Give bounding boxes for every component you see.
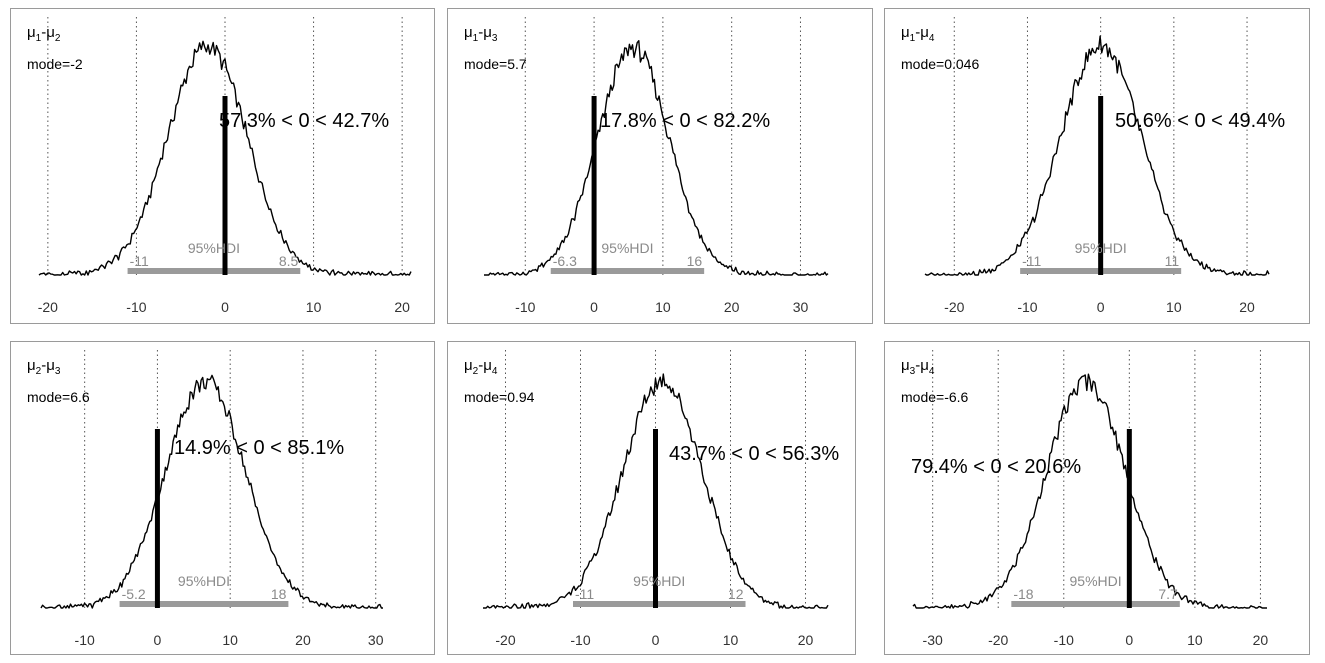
hdi-label: 95%HDI [178,573,230,589]
density-curve [912,373,1267,609]
panel-title: μ1-μ3 [464,24,498,44]
x-tick-label: -30 [923,632,943,648]
x-tick-label: -20 [988,632,1008,648]
x-tick-label: 10 [1187,632,1203,648]
x-tick-label: -20 [944,299,964,315]
posterior-plot: -11 12 95%HDI 43.7% < 0 < 56.3% μ2-μ4 mode=0.… [464,350,839,648]
mode-label: mode=-6.6 [901,389,969,405]
hdi-high-label: 8.5 [279,253,299,269]
x-tick-label: 30 [368,632,384,648]
hdi-low-label: -5.2 [122,586,146,602]
x-tick-label: 0 [1097,299,1105,315]
hdi-high-label: 7.7 [1158,586,1178,602]
x-tick-label: -20 [495,632,515,648]
posterior-panel: -11 12 95%HDI 43.7% < 0 < 56.3% μ2-μ4 mode=0.… [447,341,856,655]
x-tick-label: -10 [570,632,590,648]
posterior-panel: -6.3 16 95%HDI 17.8% < 0 < 82.2% μ1-μ3 mode=5… [447,8,873,324]
x-tick-label: 20 [295,632,311,648]
x-tick-label: -10 [1017,299,1037,315]
x-tick-label: 10 [1166,299,1182,315]
posterior-panel: -11 8.5 95%HDI 57.3% < 0 < 42.7% μ1-μ2 mode=-… [10,8,435,324]
posterior-plot: -18 7.7 95%HDI 79.4% < 0 < 20.6% μ3-μ4 mode=-… [901,350,1269,648]
comparison-percentage: 50.6% < 0 < 49.4% [1115,110,1285,132]
hdi-low-label: -18 [1013,586,1033,602]
posterior-panel: -18 7.7 95%HDI 79.4% < 0 < 20.6% μ3-μ4 mode=-… [884,341,1310,655]
x-tick-label: 20 [1239,299,1255,315]
density-curve [483,373,829,609]
x-tick-label: 0 [652,632,660,648]
x-tick-label: -20 [38,299,58,315]
x-tick-label: 20 [724,299,740,315]
hdi-label: 95%HDI [188,240,240,256]
hdi-label: 95%HDI [1070,573,1122,589]
posterior-plot: -11 8.5 95%HDI 57.3% < 0 < 42.7% μ1-μ2 mode=-… [27,17,412,315]
x-tick-label: -10 [126,299,146,315]
posterior-plot: -6.3 16 95%HDI 17.8% < 0 < 82.2% μ1-μ3 mode=5… [464,17,829,315]
x-tick-label: -10 [515,299,535,315]
x-tick-label: 10 [723,632,739,648]
density-curve [38,40,412,276]
panel-title: μ1-μ4 [901,24,935,44]
x-tick-label: 10 [306,299,322,315]
comparison-percentage: 57.3% < 0 < 42.7% [219,110,389,132]
x-tick-label: 0 [221,299,229,315]
panel-title: μ1-μ2 [27,24,61,44]
hdi-high-label: 11 [1165,253,1180,269]
x-tick-label: 0 [590,299,598,315]
hdi-high-label: 12 [728,586,744,602]
mode-label: mode=0.94 [464,389,535,405]
comparison-percentage: 17.8% < 0 < 82.2% [600,110,770,132]
x-tick-label: 0 [154,632,162,648]
posterior-plot: -11 11 95%HDI 50.6% < 0 < 49.4% μ1-μ4 mode=0.… [901,17,1285,315]
hdi-label: 95%HDI [1075,240,1127,256]
panel-title: μ2-μ4 [464,357,498,377]
hdi-label: 95%HDI [601,240,653,256]
hdi-low-label: -6.3 [553,253,577,269]
hdi-low-label: -11 [1022,253,1041,269]
x-tick-label: 20 [1253,632,1269,648]
posterior-panel: -11 11 95%HDI 50.6% < 0 < 49.4% μ1-μ4 mode=0.… [884,8,1310,324]
x-tick-label: 10 [655,299,671,315]
x-tick-label: 10 [222,632,238,648]
density-curve [484,40,829,276]
hdi-high-label: 16 [687,253,703,269]
posterior-panel: -5.2 18 95%HDI 14.9% < 0 < 85.1% μ2-μ3 mode=6… [10,341,435,655]
x-tick-label: 30 [793,299,809,315]
hdi-low-label: -11 [130,253,149,269]
posterior-plot: -5.2 18 95%HDI 14.9% < 0 < 85.1% μ2-μ3 mode=6… [27,350,384,648]
mode-label: mode=5.7 [464,56,527,72]
x-tick-label: 20 [798,632,814,648]
density-curve [924,35,1270,276]
x-tick-label: -10 [75,632,95,648]
x-tick-label: 20 [394,299,410,315]
panel-title: μ3-μ4 [901,357,935,377]
x-tick-label: -10 [1054,632,1074,648]
x-tick-label: 0 [1125,632,1133,648]
mode-label: mode=-2 [27,56,83,72]
hdi-label: 95%HDI [633,573,685,589]
hdi-low-label: -11 [575,586,594,602]
comparison-percentage: 79.4% < 0 < 20.6% [911,456,1081,478]
mode-label: mode=0.046 [901,56,979,72]
comparison-percentage: 14.9% < 0 < 85.1% [174,437,344,459]
mode-label: mode=6.6 [27,389,90,405]
comparison-percentage: 43.7% < 0 < 56.3% [669,443,839,465]
panel-title: μ2-μ3 [27,357,61,377]
hdi-high-label: 18 [271,586,287,602]
density-curve [40,374,383,609]
